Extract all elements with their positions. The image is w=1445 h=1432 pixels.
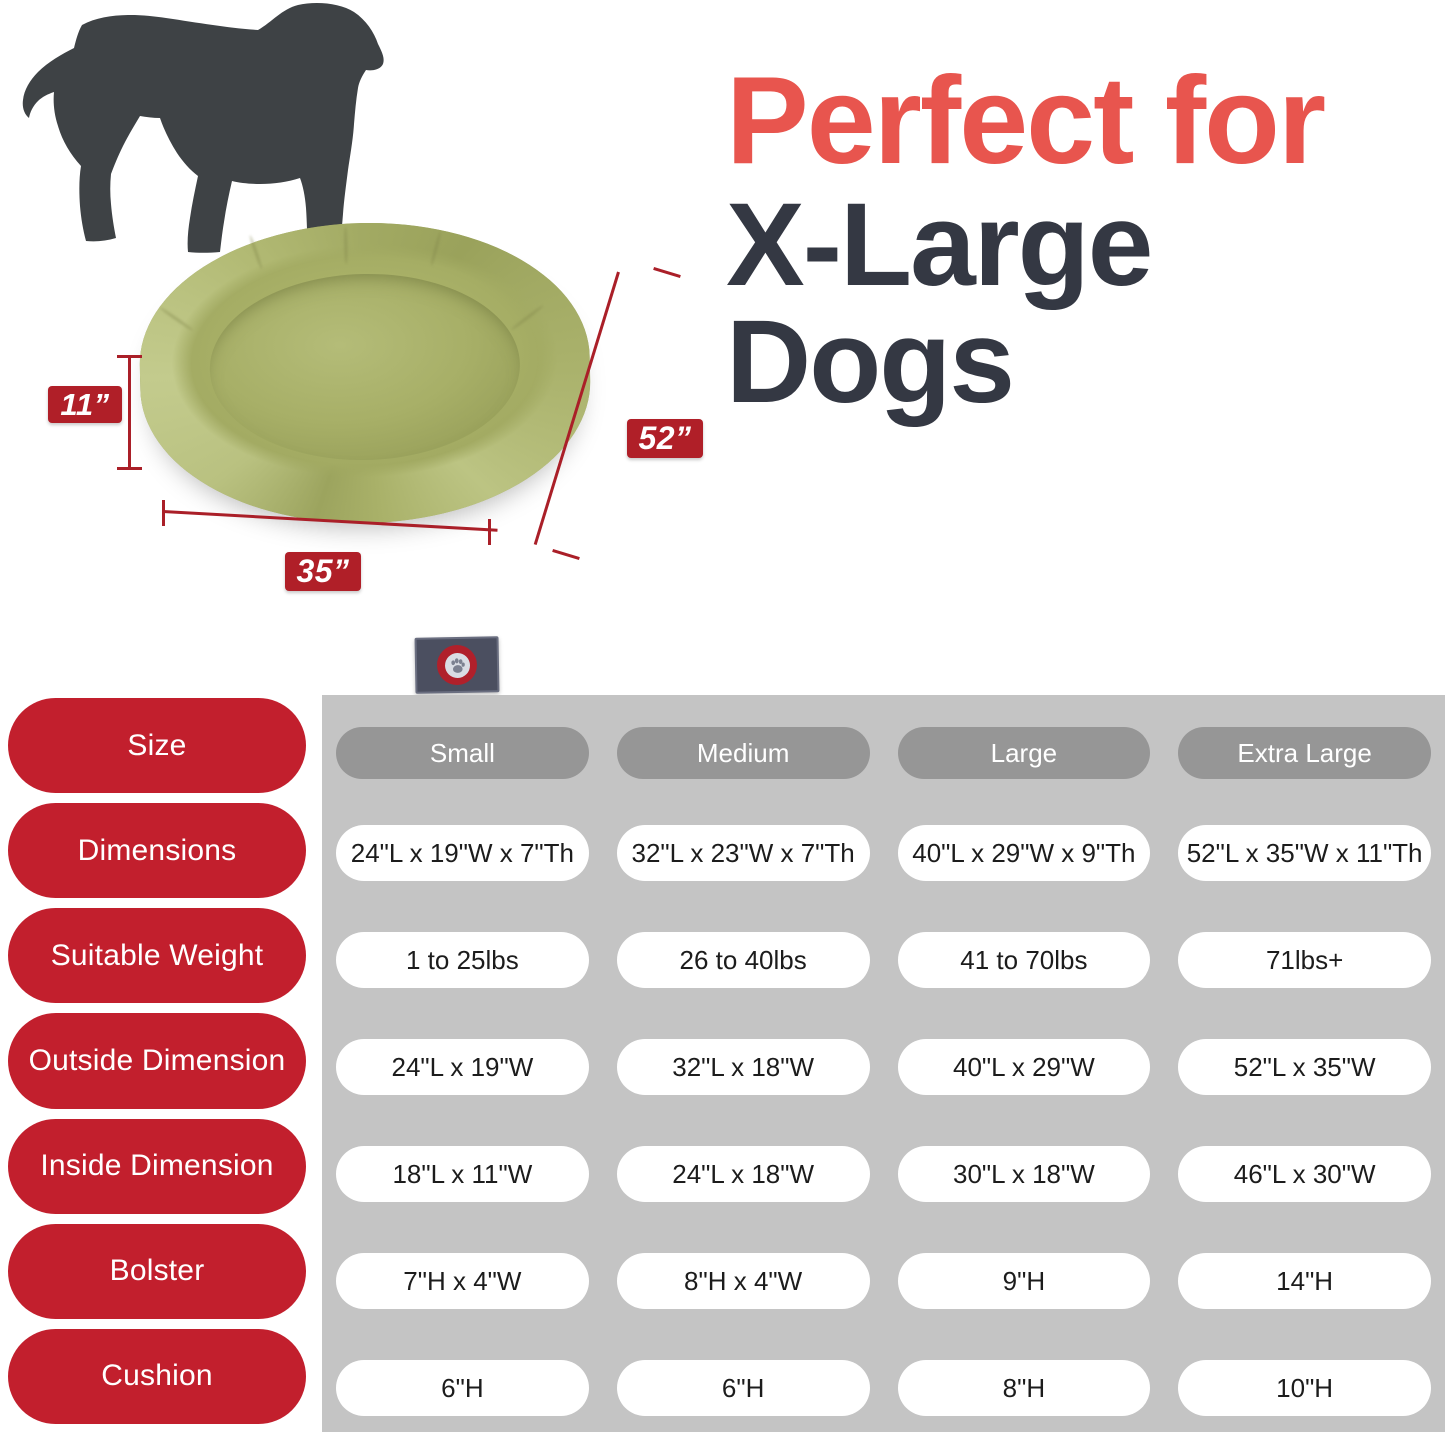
height-dimension-badge: 11” xyxy=(48,386,122,423)
cell-cushion-small: 6"H xyxy=(336,1360,589,1416)
brand-tag-ring xyxy=(436,644,478,686)
cell-outside-dimension-small: 24"L x 19"W xyxy=(336,1039,589,1095)
hero-section: 11” 52” 35” Perfect for X-Large Dogs xyxy=(0,0,1445,694)
column-header-large: Large xyxy=(897,727,1151,779)
row-label-column: Size Dimensions Suitable Weight Outside … xyxy=(8,698,306,1424)
cell-inside-dimension-small: 18"L x 11"W xyxy=(336,1146,589,1202)
cell-suitable-weight-small: 1 to 25lbs xyxy=(336,932,589,988)
width-dimension-badge: 35” xyxy=(285,552,361,591)
table-row: 24"L x 19"W 32"L x 18"W 40"L x 29"W 52"L… xyxy=(322,1039,1445,1095)
row-label-size: Size xyxy=(8,698,306,794)
row-label-bolster: Bolster xyxy=(8,1223,306,1319)
row-label-suitable-weight: Suitable Weight xyxy=(8,908,306,1004)
cell-inside-dimension-large: 30"L x 18"W xyxy=(897,1146,1151,1202)
height-measure-cap-bottom xyxy=(117,467,142,470)
cell-suitable-weight-extra-large: 71lbs+ xyxy=(1178,932,1431,988)
cell-outside-dimension-extra-large: 52"L x 35"W xyxy=(1178,1039,1431,1095)
cell-dimensions-small: 24"L x 19"W x 7"Th xyxy=(336,825,589,881)
table-row: 6"H 6"H 8"H 10"H xyxy=(322,1360,1445,1416)
cell-dimensions-medium: 32"L x 23"W x 7"Th xyxy=(616,825,870,881)
table-row: 18"L x 11"W 24"L x 18"W 30"L x 18"W 46"L… xyxy=(322,1146,1445,1202)
cell-cushion-large: 8"H xyxy=(897,1360,1151,1416)
column-header-medium: Medium xyxy=(616,727,870,779)
cell-outside-dimension-medium: 32"L x 18"W xyxy=(616,1039,870,1095)
pet-bed-product-image xyxy=(120,205,610,694)
table-row: 1 to 25lbs 26 to 40lbs 41 to 70lbs 71lbs… xyxy=(322,932,1445,988)
cell-inside-dimension-medium: 24"L x 18"W xyxy=(616,1146,870,1202)
table-row: 7"H x 4"W 8"H x 4"W 9"H 14"H xyxy=(322,1253,1445,1309)
row-label-dimensions: Dimensions xyxy=(8,803,306,899)
table-header-row: Small Medium Large Extra Large xyxy=(322,725,1445,781)
cell-dimensions-large: 40"L x 29"W x 9"Th xyxy=(897,825,1151,881)
column-header-extra-large: Extra Large xyxy=(1178,727,1431,779)
width-measure-cap-left xyxy=(162,500,165,526)
cell-bolster-medium: 8"H x 4"W xyxy=(616,1253,870,1309)
bed-bolster-ring xyxy=(136,218,594,528)
dog-silhouette-icon xyxy=(10,0,430,272)
row-label-cushion: Cushion xyxy=(8,1328,306,1424)
spec-grid-panel: Small Medium Large Extra Large 24"L x 19… xyxy=(322,695,1445,1432)
paw-print-icon xyxy=(450,657,465,673)
length-measure-cap-bottom xyxy=(552,548,580,561)
cell-dimensions-extra-large: 52"L x 35"W x 11"Th xyxy=(1178,825,1431,881)
specification-table: Size Dimensions Suitable Weight Outside … xyxy=(0,690,1445,1432)
cell-cushion-extra-large: 10"H xyxy=(1178,1360,1431,1416)
cell-cushion-medium: 6"H xyxy=(616,1360,870,1416)
height-measure-line xyxy=(128,356,131,470)
cell-bolster-extra-large: 14"H xyxy=(1178,1253,1431,1309)
headline-line-3: Dogs xyxy=(726,296,1015,429)
cell-outside-dimension-large: 40"L x 29"W xyxy=(897,1039,1151,1095)
cell-suitable-weight-medium: 26 to 40lbs xyxy=(616,932,870,988)
headline-line-1: Perfect for xyxy=(726,52,1326,190)
length-dimension-badge: 52” xyxy=(627,419,703,458)
cell-suitable-weight-large: 41 to 70lbs xyxy=(897,932,1151,988)
table-row: 24"L x 19"W x 7"Th 32"L x 23"W x 7"Th 40… xyxy=(322,825,1445,881)
length-measure-cap-top xyxy=(653,266,681,279)
row-label-outside-dimension: Outside Dimension xyxy=(8,1013,306,1109)
column-header-small: Small xyxy=(336,727,589,779)
majestic-pet-brand-tag xyxy=(414,636,500,694)
headline-block: Perfect for X-Large Dogs xyxy=(726,52,1441,429)
cell-bolster-large: 9"H xyxy=(897,1253,1151,1309)
height-measure-cap-top xyxy=(117,355,142,358)
width-measure-cap-right xyxy=(488,519,491,545)
cell-bolster-small: 7"H x 4"W xyxy=(336,1253,589,1309)
cell-inside-dimension-extra-large: 46"L x 30"W xyxy=(1178,1146,1431,1202)
row-label-inside-dimension: Inside Dimension xyxy=(8,1118,306,1214)
headline-line-2: X-Large xyxy=(726,179,1153,312)
